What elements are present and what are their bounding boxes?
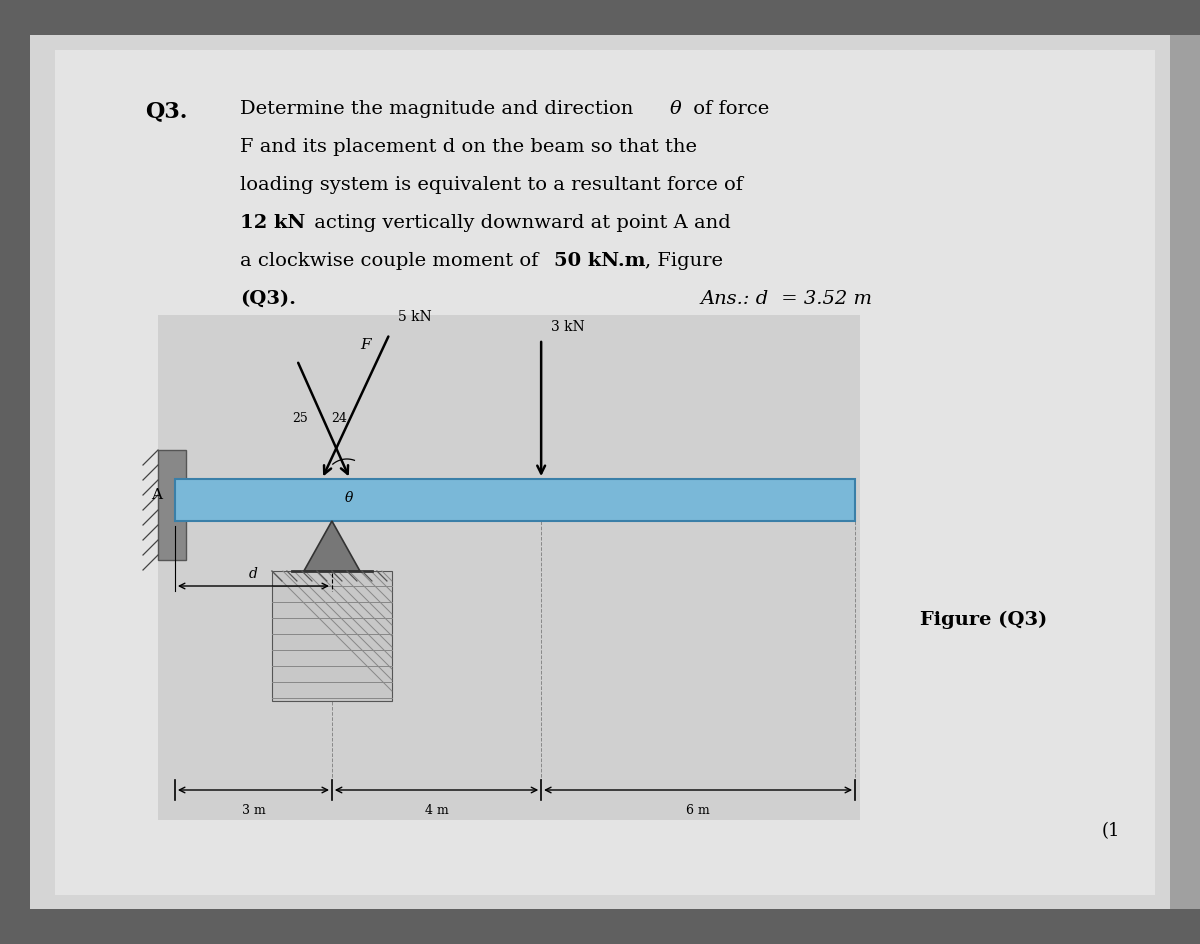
Bar — [272, 571, 392, 701]
Text: 5 kN: 5 kN — [397, 310, 431, 324]
Text: = 3.52 m: = 3.52 m — [775, 290, 872, 308]
Text: acting vertically downward at point A and: acting vertically downward at point A an… — [308, 214, 731, 232]
Bar — [158, 315, 860, 820]
Bar — [0, 0, 1200, 35]
Text: 50 kN.m: 50 kN.m — [554, 252, 646, 270]
Text: F: F — [360, 338, 371, 352]
Text: (1: (1 — [1102, 822, 1120, 840]
Text: , Figure: , Figure — [646, 252, 722, 270]
Text: A: A — [151, 488, 162, 502]
Text: 25: 25 — [292, 413, 308, 426]
Bar — [158, 450, 186, 560]
Text: 4 m: 4 m — [425, 804, 449, 817]
Bar — [0, 909, 1200, 944]
Text: 3 m: 3 m — [241, 804, 265, 817]
Polygon shape — [304, 521, 360, 571]
Text: Ans.: d: Ans.: d — [700, 290, 768, 308]
Text: 3 kN: 3 kN — [551, 320, 584, 334]
Text: a clockwise couple moment of: a clockwise couple moment of — [240, 252, 545, 270]
Text: F and its placement d on the beam so that the: F and its placement d on the beam so tha… — [240, 138, 697, 156]
Text: d: d — [250, 567, 258, 581]
Text: 6 m: 6 m — [686, 804, 710, 817]
Text: 12 kN: 12 kN — [240, 214, 305, 232]
Bar — [175, 479, 854, 521]
Text: Determine the magnitude and direction: Determine the magnitude and direction — [240, 100, 640, 118]
Text: loading system is equivalent to a resultant force of: loading system is equivalent to a result… — [240, 176, 743, 194]
Bar — [0, 0, 30, 944]
Text: θ: θ — [344, 491, 353, 505]
Text: of force: of force — [686, 100, 769, 118]
Text: θ: θ — [670, 100, 682, 118]
Text: 24: 24 — [331, 413, 347, 426]
Text: (Q3).: (Q3). — [240, 290, 296, 308]
Text: Q3.: Q3. — [145, 100, 187, 122]
Text: Figure (Q3): Figure (Q3) — [920, 611, 1048, 629]
Bar — [55, 50, 1154, 895]
